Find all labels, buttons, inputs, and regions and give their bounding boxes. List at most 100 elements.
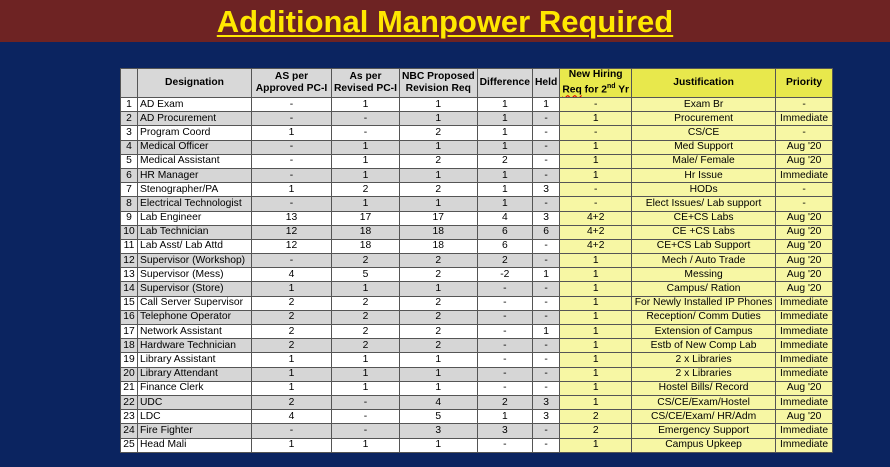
cell-revised-pci: 18 <box>331 238 400 255</box>
cell-new-hiring: 4+2 <box>559 238 633 255</box>
cell-priority: Immediate <box>775 366 834 382</box>
cell-approved-pci: 13 <box>251 210 332 226</box>
cell-difference: - <box>476 437 533 453</box>
table-row: 22 UDC 2-4 2 3 1 CS/CE/Exam/Hostel Immediate <box>120 394 834 411</box>
cell-justification: Campus/ Ration <box>631 281 777 297</box>
header-revised-line1: As per <box>349 71 382 82</box>
header-new-hiring-for: for 2 <box>581 84 607 96</box>
cell-priority: Immediate <box>775 437 834 453</box>
cell-new-hiring: 1 <box>559 111 633 127</box>
cell-number: 21 <box>120 380 138 396</box>
cell-approved-pci: 4 <box>251 409 332 425</box>
cell-revised-pci: 1 <box>331 139 400 155</box>
cell-approved-pci: 2 <box>251 295 332 311</box>
cell-number: 17 <box>120 323 138 340</box>
cell-revised-pci: - <box>331 409 400 425</box>
cell-designation: Supervisor (Store) <box>137 281 252 297</box>
cell-designation: Call Server Supervisor <box>137 295 252 311</box>
cell-new-hiring: 2 <box>559 409 633 425</box>
cell-approved-pci: 4 <box>251 267 332 283</box>
cell-revised-pci: - <box>331 394 400 411</box>
cell-revised-pci: 2 <box>331 182 400 198</box>
cell-designation: Lab Asst/ Lab Attd <box>137 238 252 255</box>
header-approved-pci: AS per Approved PC-I <box>251 68 332 98</box>
cell-number: 12 <box>120 253 138 269</box>
cell-held: - <box>531 423 561 439</box>
cell-nbc-proposed: 1 <box>398 352 478 368</box>
cell-held: - <box>531 125 561 141</box>
cell-revised-pci: 2 <box>331 338 400 354</box>
cell-number: 16 <box>120 309 138 326</box>
cell-difference: 2 <box>476 253 533 269</box>
table-row: 25 Head Mali 1 1 1- -1 Campus Upkeep Immediate <box>120 437 834 453</box>
cell-nbc-proposed: 2 <box>398 153 478 169</box>
cell-priority: Immediate <box>775 309 834 326</box>
cell-new-hiring: 1 <box>559 295 633 311</box>
cell-held: 1 <box>531 267 561 283</box>
cell-designation: LDC <box>137 409 252 425</box>
cell-new-hiring: 1 <box>559 323 633 340</box>
cell-nbc-proposed: 3 <box>398 423 478 439</box>
cell-new-hiring: 1 <box>559 167 633 184</box>
cell-nbc-proposed: 4 <box>398 394 478 411</box>
cell-difference: -2 <box>476 267 533 283</box>
cell-difference: 3 <box>476 423 533 439</box>
cell-designation: Telephone Operator <box>137 309 252 326</box>
table-row: 18 Hardware Technician 2 2 2- -1 Estb of New C… <box>120 338 834 354</box>
cell-held: 3 <box>531 394 561 411</box>
cell-difference: 2 <box>476 153 533 169</box>
manpower-table-container: Designation AS per Approved PC-I As per … <box>120 68 834 453</box>
cell-justification: Extension of Campus <box>631 323 777 340</box>
cell-difference: 1 <box>476 196 533 212</box>
cell-difference: - <box>476 380 533 396</box>
table-header-row: Designation AS per Approved PC-I As per … <box>120 68 834 98</box>
cell-priority: - <box>775 125 834 141</box>
cell-difference: - <box>476 309 533 326</box>
table-row: 8 Electrical Technologist -1 1 1- - Elect Issu… <box>120 196 834 212</box>
cell-new-hiring: 1 <box>559 267 633 283</box>
cell-approved-pci: - <box>251 167 332 184</box>
cell-approved-pci: - <box>251 96 332 113</box>
cell-difference: 6 <box>476 238 533 255</box>
cell-designation: HR Manager <box>137 167 252 184</box>
table-row: 4 Medical Officer -1 1 1-1 Med Support Aug '20 <box>120 139 834 155</box>
header-priority: Priority <box>775 68 834 98</box>
cell-priority: - <box>775 96 834 113</box>
cell-justification: Mech / Auto Trade <box>631 253 777 269</box>
cell-justification: For Newly Installed IP Phones <box>631 295 777 311</box>
cell-new-hiring: 1 <box>559 366 633 382</box>
cell-number: 13 <box>120 267 138 283</box>
cell-held: - <box>531 437 561 453</box>
cell-number: 4 <box>120 139 138 155</box>
cell-designation: Supervisor (Workshop) <box>137 253 252 269</box>
cell-revised-pci: 1 <box>331 153 400 169</box>
cell-number: 7 <box>120 182 138 198</box>
cell-new-hiring: - <box>559 96 633 113</box>
cell-priority: - <box>775 196 834 212</box>
cell-number: 22 <box>120 394 138 411</box>
cell-difference: 1 <box>476 409 533 425</box>
cell-new-hiring: 1 <box>559 253 633 269</box>
cell-priority: Immediate <box>775 338 834 354</box>
cell-approved-pci: 1 <box>251 352 332 368</box>
manpower-table: Designation AS per Approved PC-I As per … <box>120 68 834 453</box>
header-new-hiring: New Hiring Req for 2nd Yr <box>559 68 633 98</box>
cell-revised-pci: 1 <box>331 380 400 396</box>
cell-justification: 2 x Libraries <box>631 366 777 382</box>
cell-justification: Male/ Female <box>631 153 777 169</box>
cell-justification: 2 x Libraries <box>631 352 777 368</box>
cell-held: - <box>531 153 561 169</box>
cell-revised-pci: 2 <box>331 323 400 340</box>
cell-nbc-proposed: 1 <box>398 380 478 396</box>
cell-priority: Aug '20 <box>775 281 834 297</box>
cell-revised-pci: 2 <box>331 295 400 311</box>
table-row: 14 Supervisor (Store) 1 1 1- -1 Campus/ Ration… <box>120 281 834 297</box>
cell-designation: AD Exam <box>137 96 252 113</box>
cell-new-hiring: - <box>559 196 633 212</box>
cell-new-hiring: 1 <box>559 394 633 411</box>
cell-difference: 1 <box>476 139 533 155</box>
table-row: 23 LDC 4-5 1 3 2 CS/CE/Exam/ HR/Adm Aug '20 <box>120 409 834 425</box>
cell-approved-pci: 12 <box>251 238 332 255</box>
cell-nbc-proposed: 1 <box>398 196 478 212</box>
cell-difference: 6 <box>476 224 533 240</box>
